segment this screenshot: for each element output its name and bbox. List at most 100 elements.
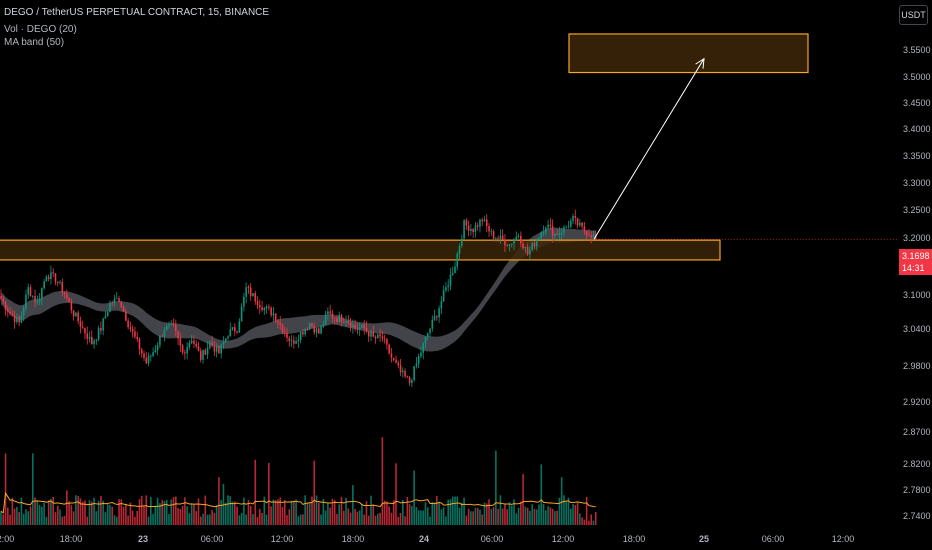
candle xyxy=(579,219,581,228)
ma-band-indicator-label[interactable]: MA band (50) xyxy=(4,37,65,48)
candle-body xyxy=(329,311,331,314)
candle xyxy=(467,220,470,237)
candle xyxy=(465,218,468,230)
candle-body xyxy=(379,334,381,337)
candle-body xyxy=(240,306,243,322)
candle xyxy=(370,330,372,342)
candle xyxy=(495,236,497,242)
candle-body xyxy=(59,282,61,283)
candle xyxy=(479,218,481,233)
candle xyxy=(9,307,11,316)
candle-body xyxy=(299,332,302,341)
candle xyxy=(367,330,370,342)
candle-body xyxy=(547,224,549,228)
candle-body xyxy=(156,345,159,351)
candle-body xyxy=(290,340,293,342)
candle xyxy=(556,229,558,236)
candle-body xyxy=(510,243,513,245)
price-tick-label: 2.8700 xyxy=(903,427,931,437)
candle-body xyxy=(354,324,356,329)
candle xyxy=(213,340,216,356)
candle-body xyxy=(261,307,263,311)
candle xyxy=(526,243,529,257)
candle-body xyxy=(308,323,311,330)
volume-bar xyxy=(456,496,459,525)
candle xyxy=(463,219,465,240)
volume-bar xyxy=(45,516,48,525)
target-zone[interactable] xyxy=(568,33,809,74)
candle xyxy=(181,343,184,355)
time-tick-label: 24 xyxy=(419,534,429,544)
time-axis[interactable]: 12:00 18:00 23 06:00 12:00 18:00 24 06:00 12:00 1… xyxy=(0,534,854,544)
volume-bar xyxy=(313,460,316,525)
candle xyxy=(84,327,86,340)
candle xyxy=(424,336,427,349)
volume-bar xyxy=(245,514,247,525)
volume-bar xyxy=(150,496,152,525)
zones-layer xyxy=(0,33,809,261)
candle xyxy=(333,316,336,325)
volume-bar xyxy=(265,514,268,525)
candle-body xyxy=(508,244,511,246)
candle xyxy=(415,356,418,369)
volume-bar xyxy=(131,510,134,525)
candle xyxy=(13,310,16,329)
candle-body xyxy=(138,338,141,350)
candle-body xyxy=(252,293,254,296)
candle xyxy=(188,340,191,350)
volume-bar xyxy=(199,516,202,525)
candle-body xyxy=(558,233,561,235)
volume-bar xyxy=(429,516,431,525)
price-tick-label: 3.5000 xyxy=(903,72,931,82)
candle xyxy=(472,228,474,239)
candle-body xyxy=(152,352,154,356)
candle xyxy=(38,293,41,305)
candle xyxy=(558,227,561,240)
candle xyxy=(476,222,479,231)
candle xyxy=(381,330,384,342)
volume-bar xyxy=(542,504,545,525)
candle xyxy=(295,336,297,345)
volume-indicator-label[interactable]: Vol · DEGO (20) xyxy=(4,24,77,35)
volume-bar xyxy=(70,505,73,525)
candle xyxy=(68,297,70,302)
candle-body xyxy=(170,323,173,325)
candle xyxy=(234,323,236,336)
candle-body xyxy=(181,345,184,353)
projection-arrow[interactable] xyxy=(593,58,705,240)
candle-body xyxy=(120,301,123,308)
candle xyxy=(397,360,400,369)
candle xyxy=(290,335,293,347)
candle-body xyxy=(433,316,436,320)
candle xyxy=(161,333,163,337)
volume-bar xyxy=(125,503,127,525)
candle xyxy=(115,291,118,300)
volume-bar xyxy=(354,508,356,525)
candle-body xyxy=(13,315,16,323)
volume-bar xyxy=(295,499,297,525)
support-zone[interactable] xyxy=(0,239,721,261)
candle xyxy=(172,318,175,328)
volume-bar xyxy=(86,516,89,525)
candle-body xyxy=(56,282,59,283)
volume-bar xyxy=(352,485,354,525)
candle-body xyxy=(499,235,502,239)
currency-badge[interactable]: USDT xyxy=(899,5,928,25)
volume-bar xyxy=(433,502,436,525)
candle-body xyxy=(340,314,343,322)
volume-bar xyxy=(195,511,198,525)
candle-body xyxy=(234,327,236,332)
volume-bar xyxy=(501,508,504,525)
candle xyxy=(501,229,504,241)
candle xyxy=(122,304,125,313)
volume-bar xyxy=(7,507,9,525)
candle xyxy=(283,327,286,338)
candle xyxy=(109,300,111,313)
candle xyxy=(508,244,511,252)
candle xyxy=(254,290,257,305)
candle-body xyxy=(447,285,449,288)
candle xyxy=(16,313,18,325)
candle xyxy=(72,310,75,321)
volume-bar xyxy=(18,512,20,525)
